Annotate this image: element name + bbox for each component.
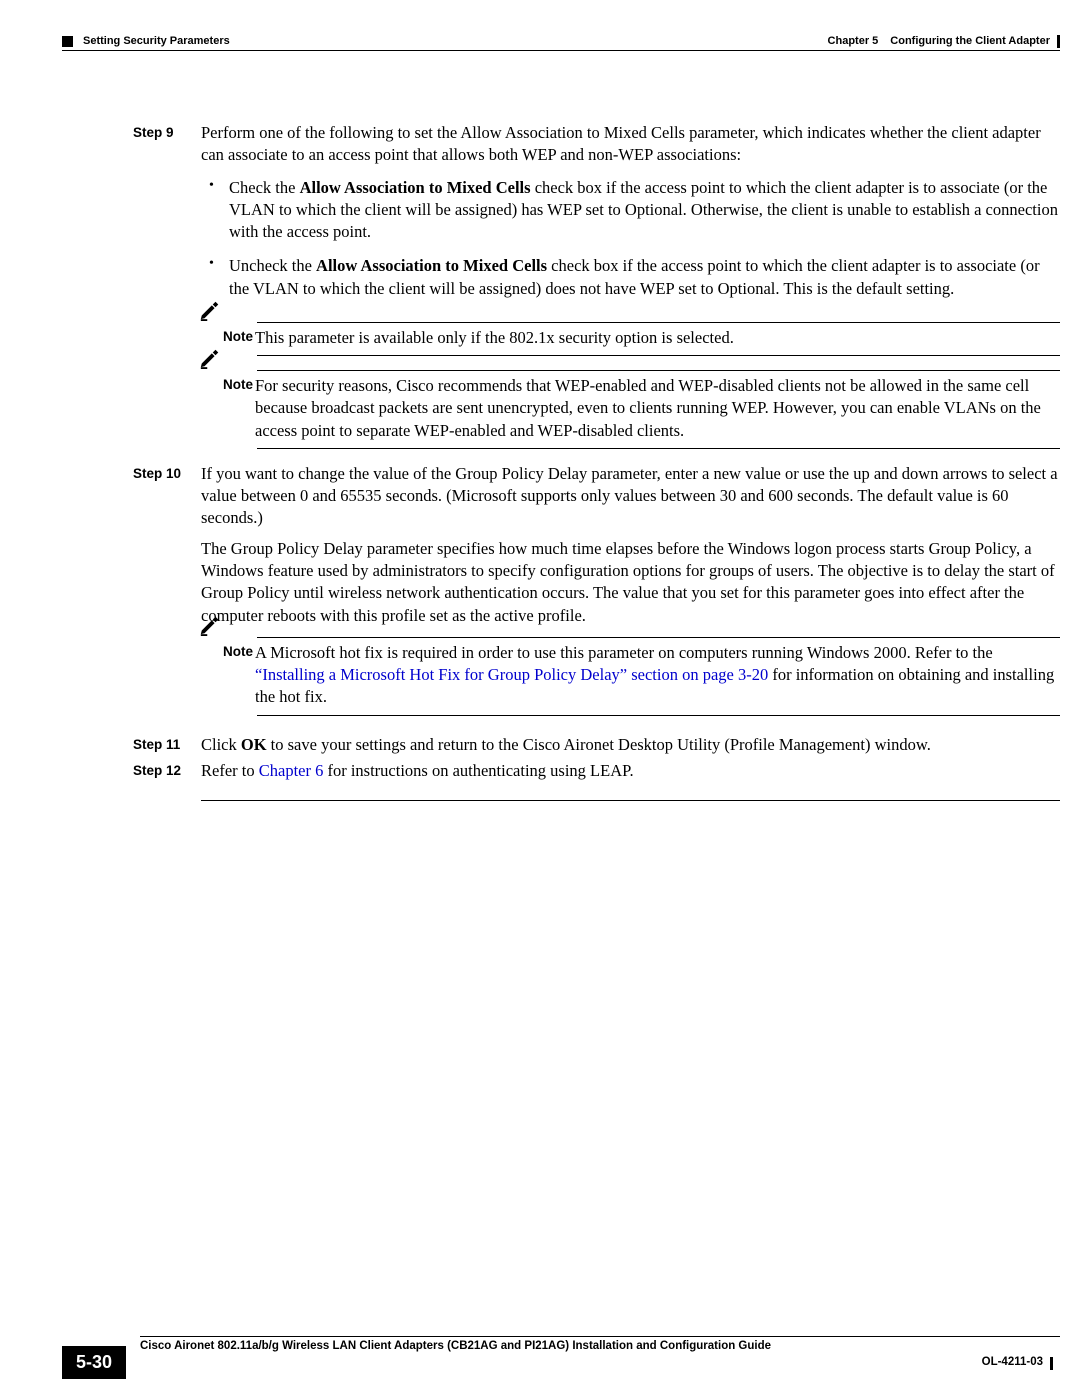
ok-bold: OK xyxy=(241,735,267,754)
note-label: Note xyxy=(223,375,255,394)
text: to save your settings and return to the … xyxy=(267,735,931,754)
step-9-intro: Perform one of the following to set the … xyxy=(201,122,1060,167)
step-label: Step 9 xyxy=(133,122,201,312)
note-text-a: A Microsoft hot fix is required in order… xyxy=(255,643,993,662)
section-title: Setting Security Parameters xyxy=(83,34,230,49)
note-block: Note A Microsoft hot fix is required in … xyxy=(201,637,1060,716)
note-row: Note For security reasons, Cisco recomme… xyxy=(201,375,1060,442)
footer-rule xyxy=(140,1336,1060,1337)
step-label: Step 10 xyxy=(133,463,201,730)
note-label: Note xyxy=(223,642,255,661)
step-body: Perform one of the following to set the … xyxy=(201,122,1060,312)
list-item: Check the Allow Association to Mixed Cel… xyxy=(201,177,1060,244)
paragraph: The Group Policy Delay parameter specifi… xyxy=(201,538,1060,627)
note-block: Note For security reasons, Cisco recomme… xyxy=(201,370,1060,449)
chapter-6-link[interactable]: Chapter 6 xyxy=(259,761,324,780)
bullet-bold: Allow Association to Mixed Cells xyxy=(300,178,531,197)
header-right: Chapter 5 Configuring the Client Adapter xyxy=(828,34,1060,49)
step-10: Step 10 If you want to change the value … xyxy=(133,463,1060,730)
bullet-text: Check the xyxy=(229,178,300,197)
note-rule xyxy=(257,355,1060,356)
text: Click xyxy=(201,735,241,754)
step-body: Click OK to save your settings and retur… xyxy=(201,734,1060,756)
header-left: Setting Security Parameters xyxy=(62,34,230,49)
document-id: OL-4211-03 xyxy=(982,1355,1053,1371)
step-body: Refer to Chapter 6 for instructions on a… xyxy=(201,760,1060,782)
footer-title: Cisco Aironet 802.11a/b/g Wireless LAN C… xyxy=(140,1339,771,1355)
header-bar-icon xyxy=(1057,35,1060,48)
page-number-badge: 5-30 xyxy=(62,1346,126,1379)
step-12: Step 12 Refer to Chapter 6 for instructi… xyxy=(133,760,1060,782)
note-text: For security reasons, Cisco recommends t… xyxy=(255,375,1060,442)
note-label: Note xyxy=(223,327,255,346)
header-marker-icon xyxy=(62,36,73,47)
note-rule xyxy=(257,322,1060,323)
pencil-icon xyxy=(199,299,223,327)
page-header: Setting Security Parameters Chapter 5 Co… xyxy=(62,34,1060,49)
pencil-icon xyxy=(199,347,223,375)
step-label: Step 11 xyxy=(133,734,201,756)
footer-bar-icon xyxy=(1050,1357,1053,1370)
text: for instructions on authenticating using… xyxy=(323,761,633,780)
note-rule xyxy=(257,448,1060,449)
chapter-label: Chapter 5 xyxy=(828,34,879,49)
note-rule xyxy=(257,715,1060,716)
note-rule xyxy=(257,370,1060,371)
end-rule xyxy=(201,800,1060,801)
chapter-title: Configuring the Client Adapter xyxy=(890,34,1050,49)
step-9-bullets: Check the Allow Association to Mixed Cel… xyxy=(201,177,1060,300)
step-body: If you want to change the value of the G… xyxy=(201,463,1060,730)
step-9-notes: Note This parameter is available only if… xyxy=(201,322,1060,449)
note-rule xyxy=(257,637,1060,638)
step-9: Step 9 Perform one of the following to s… xyxy=(133,122,1060,312)
note-row: Note A Microsoft hot fix is required in … xyxy=(201,642,1060,709)
step-label: Step 12 xyxy=(133,760,201,782)
document-id-text: OL-4211-03 xyxy=(982,1355,1043,1371)
step-11: Step 11 Click OK to save your settings a… xyxy=(133,734,1060,756)
text: Refer to xyxy=(201,761,259,780)
list-item: Uncheck the Allow Association to Mixed C… xyxy=(201,255,1060,300)
bullet-bold: Allow Association to Mixed Cells xyxy=(316,256,547,275)
paragraph: If you want to change the value of the G… xyxy=(201,463,1060,530)
note-block: Note This parameter is available only if… xyxy=(201,322,1060,356)
hotfix-link[interactable]: “Installing a Microsoft Hot Fix for Grou… xyxy=(255,665,768,684)
note-text: A Microsoft hot fix is required in order… xyxy=(255,642,1060,709)
header-rule xyxy=(62,50,1060,51)
pencil-icon xyxy=(199,614,223,642)
bullet-text: Uncheck the xyxy=(229,256,316,275)
note-text: This parameter is available only if the … xyxy=(255,327,1060,349)
page-content: Step 9 Perform one of the following to s… xyxy=(133,122,1060,801)
note-row: Note This parameter is available only if… xyxy=(201,327,1060,349)
